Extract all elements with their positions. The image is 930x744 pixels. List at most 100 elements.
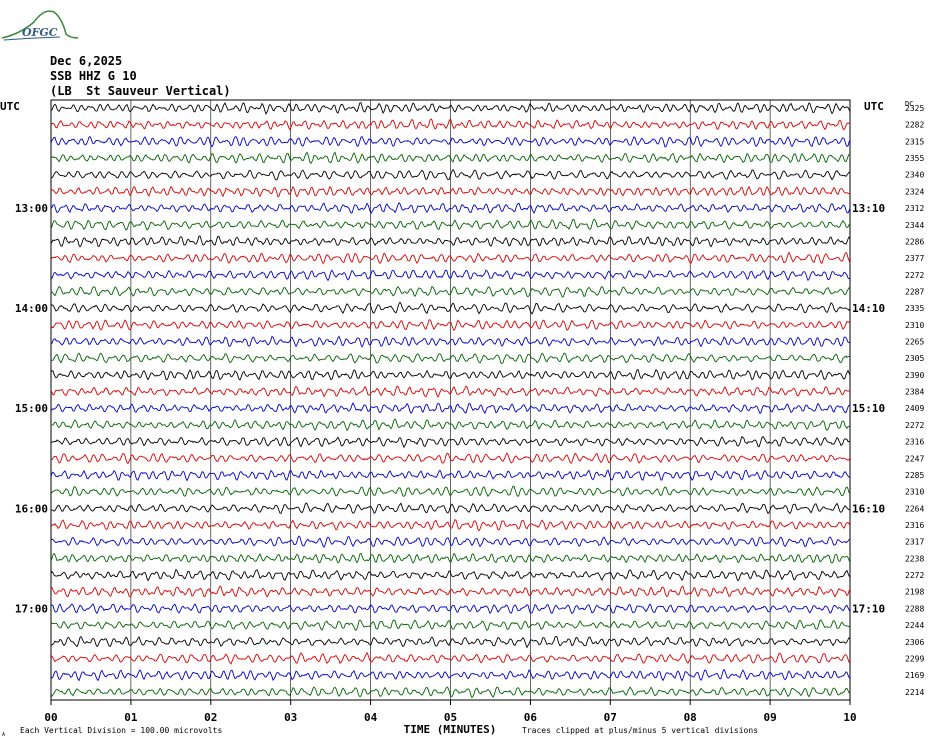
dc-offset-32: 2306 bbox=[905, 638, 924, 647]
trace-row-30 bbox=[50, 603, 851, 615]
trace-row-28 bbox=[50, 568, 851, 582]
x-tick-label-1: 01 bbox=[124, 711, 138, 724]
trace-row-18 bbox=[50, 401, 851, 415]
x-tick-label-7: 07 bbox=[604, 711, 617, 724]
trace-row-27 bbox=[50, 552, 851, 564]
footer-right-note: Traces clipped at plus/minus 5 vertical … bbox=[522, 726, 758, 735]
x-tick-label-2: 02 bbox=[204, 711, 217, 724]
trace-row-26 bbox=[50, 535, 851, 548]
trace-row-23 bbox=[50, 485, 851, 498]
dc-offset-33: 2299 bbox=[905, 654, 924, 663]
dc-offset-27: 2238 bbox=[905, 554, 924, 563]
dc-offset-1: 2282 bbox=[905, 121, 924, 130]
trace-row-11 bbox=[50, 285, 851, 298]
trace-row-34 bbox=[50, 668, 851, 682]
trace-row-6 bbox=[50, 202, 851, 215]
dc-offset-13: 2310 bbox=[905, 321, 924, 330]
left-hour-label-3: 16:00 bbox=[15, 502, 48, 515]
right-hour-label-2: 15:10 bbox=[852, 402, 885, 415]
dc-offset-0: 2325 bbox=[905, 104, 924, 113]
left-hour-label-1: 14:00 bbox=[15, 302, 48, 315]
dc-header-label: DC bbox=[905, 100, 913, 108]
dc-offset-15: 2305 bbox=[905, 354, 924, 363]
left-hour-label-0: 13:00 bbox=[15, 202, 48, 215]
trace-row-35 bbox=[50, 686, 851, 699]
dc-offset-20: 2316 bbox=[905, 438, 924, 447]
x-tick-label-5: 05 bbox=[444, 711, 457, 724]
trace-row-12 bbox=[50, 301, 851, 315]
trace-row-19 bbox=[51, 418, 851, 432]
trace-row-13 bbox=[50, 319, 851, 332]
trace-row-7 bbox=[50, 218, 851, 231]
dc-offset-4: 2340 bbox=[905, 171, 924, 180]
dc-offset-9: 2377 bbox=[905, 254, 924, 263]
right-hour-label-4: 17:10 bbox=[852, 602, 885, 615]
left-utc-label: UTC bbox=[0, 100, 20, 113]
dc-offset-8: 2286 bbox=[905, 237, 924, 246]
dc-offset-10: 2272 bbox=[905, 271, 924, 280]
right-utc-label: UTC bbox=[864, 100, 884, 113]
x-tick-label-4: 04 bbox=[364, 711, 378, 724]
dc-offset-14: 2265 bbox=[905, 338, 924, 347]
dc-offset-22: 2285 bbox=[905, 471, 924, 480]
trace-row-29 bbox=[50, 585, 851, 598]
trace-row-17 bbox=[50, 385, 851, 399]
dc-offset-25: 2316 bbox=[905, 521, 924, 530]
trace-row-14 bbox=[50, 335, 851, 348]
dc-offset-23: 2310 bbox=[905, 488, 924, 497]
dc-offset-24: 2264 bbox=[905, 504, 924, 513]
dc-offset-28: 2272 bbox=[905, 571, 924, 580]
dc-offset-7: 2344 bbox=[905, 221, 924, 230]
dc-offset-16: 2390 bbox=[905, 371, 924, 380]
x-tick-label-9: 09 bbox=[763, 711, 776, 724]
header-station: (LB St Sauveur Vertical) bbox=[50, 84, 231, 98]
trace-row-33 bbox=[50, 651, 851, 665]
trace-row-3 bbox=[50, 151, 851, 164]
x-axis-title: TIME (MINUTES) bbox=[404, 723, 497, 736]
logo-text: OFGC bbox=[22, 26, 58, 39]
dc-offset-12: 2335 bbox=[905, 304, 924, 313]
dc-offset-2: 2315 bbox=[905, 137, 924, 146]
ofgc-logo bbox=[1, 10, 79, 41]
trace-row-16 bbox=[50, 369, 851, 381]
dc-offset-11: 2287 bbox=[905, 287, 924, 296]
trace-row-8 bbox=[50, 235, 851, 248]
dc-offset-35: 2214 bbox=[905, 688, 924, 697]
x-tick-label-3: 03 bbox=[284, 711, 297, 724]
left-hour-label-4: 17:00 bbox=[15, 602, 48, 615]
trace-row-2 bbox=[50, 135, 851, 148]
right-hour-label-1: 14:10 bbox=[852, 302, 885, 315]
dc-offset-5: 2324 bbox=[905, 187, 924, 196]
header-channel: SSB HHZ G 10 bbox=[50, 69, 137, 83]
trace-row-1 bbox=[50, 118, 851, 131]
dc-offset-18: 2409 bbox=[905, 404, 924, 413]
dc-offset-3: 2355 bbox=[905, 154, 924, 163]
right-hour-label-0: 13:10 bbox=[852, 202, 885, 215]
x-tick-label-0: 00 bbox=[44, 711, 57, 724]
footer-left-note: Each Vertical Division = 100.00 microvol… bbox=[20, 726, 222, 735]
x-tick-label-6: 06 bbox=[524, 711, 538, 724]
dc-offset-26: 2317 bbox=[905, 538, 924, 547]
trace-row-24 bbox=[50, 502, 851, 515]
footer-corner-mark: A bbox=[2, 732, 5, 738]
trace-row-9 bbox=[50, 251, 851, 265]
dc-offset-17: 2384 bbox=[905, 388, 924, 397]
trace-row-4 bbox=[50, 168, 851, 181]
dc-offset-30: 2288 bbox=[905, 604, 924, 613]
trace-row-32 bbox=[50, 635, 851, 649]
trace-row-15 bbox=[50, 352, 851, 364]
header-date: Dec 6,2025 bbox=[50, 54, 123, 68]
trace-row-25 bbox=[50, 519, 851, 532]
dc-offset-6: 2312 bbox=[905, 204, 924, 213]
trace-row-20 bbox=[50, 435, 851, 449]
right-hour-label-3: 16:10 bbox=[852, 502, 885, 515]
dc-offset-21: 2247 bbox=[905, 454, 924, 463]
trace-row-22 bbox=[50, 469, 851, 482]
x-tick-label-10: 10 bbox=[843, 711, 856, 724]
trace-row-0 bbox=[50, 102, 851, 115]
dc-offset-29: 2198 bbox=[905, 588, 924, 597]
dc-offset-34: 2169 bbox=[905, 671, 924, 680]
trace-row-31 bbox=[50, 619, 851, 632]
trace-row-10 bbox=[50, 269, 851, 282]
